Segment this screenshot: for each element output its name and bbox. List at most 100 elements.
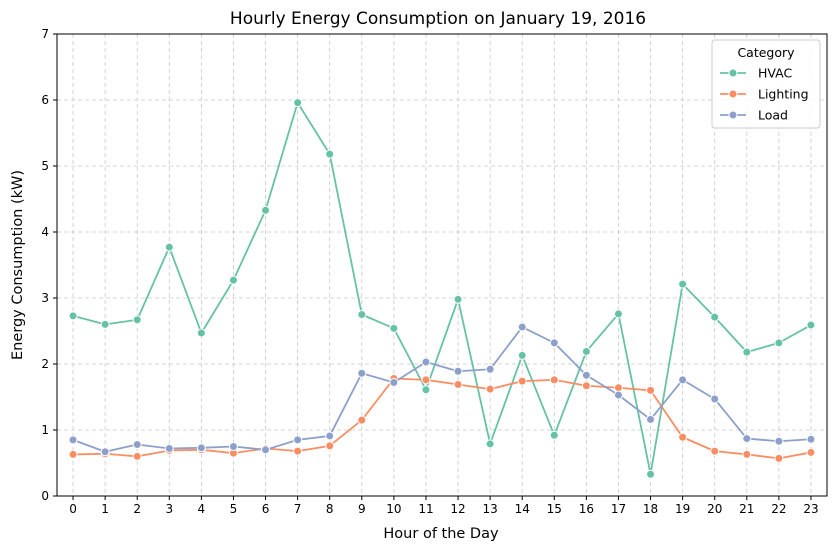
- data-point-hvac: [261, 205, 271, 215]
- series-lines: [68, 98, 816, 479]
- data-point-hvac: [485, 439, 495, 449]
- y-tick-label: 5: [41, 159, 49, 173]
- y-tick-label: 2: [41, 357, 49, 371]
- x-axis-label: Hour of the Day: [383, 526, 499, 542]
- x-tick-label: 13: [482, 502, 497, 516]
- data-point-load: [774, 436, 784, 446]
- legend-label: HVAC: [758, 66, 792, 81]
- data-point-hvac: [164, 242, 174, 252]
- data-point-load: [549, 338, 559, 348]
- data-point-load: [196, 443, 206, 453]
- chart-title: Hourly Energy Consumption on January 19,…: [230, 9, 646, 29]
- series-hvac: [68, 98, 816, 479]
- legend-entry-load: Load: [720, 108, 788, 123]
- data-point-lighting: [485, 384, 495, 394]
- data-point-load: [357, 368, 367, 378]
- data-point-lighting: [742, 449, 752, 459]
- data-point-lighting: [132, 451, 142, 461]
- data-point-hvac: [196, 328, 206, 338]
- data-point-load: [325, 431, 335, 441]
- data-point-hvac: [613, 309, 623, 319]
- series-lighting: [68, 374, 816, 463]
- data-point-hvac: [325, 149, 335, 159]
- x-tick-label: 6: [262, 502, 270, 516]
- data-point-lighting: [325, 441, 335, 451]
- x-tick-label: 12: [450, 502, 465, 516]
- data-point-lighting: [68, 449, 78, 459]
- x-tick-label: 2: [133, 502, 141, 516]
- data-point-load: [132, 440, 142, 450]
- data-point-hvac: [646, 469, 656, 479]
- legend-swatch-marker: [728, 68, 738, 78]
- series-line-load: [72, 326, 812, 453]
- y-tick-label: 1: [41, 423, 49, 437]
- legend-label: Load: [758, 108, 788, 123]
- legend: Category HVAC Lighting Load: [711, 39, 821, 129]
- x-tick-label: 23: [803, 502, 818, 516]
- data-point-lighting: [453, 379, 463, 389]
- data-point-load: [68, 435, 78, 445]
- legend-box: [711, 39, 821, 129]
- x-tick-label: 5: [230, 502, 238, 516]
- data-point-hvac: [293, 98, 303, 108]
- data-point-hvac: [517, 350, 527, 360]
- series-line-hvac: [72, 101, 812, 476]
- data-point-load: [164, 443, 174, 453]
- y-tick-label: 3: [41, 291, 49, 305]
- data-point-hvac: [710, 312, 720, 322]
- y-axis-label: Energy Consumption (kW): [10, 170, 26, 360]
- data-point-hvac: [453, 294, 463, 304]
- data-point-load: [100, 447, 110, 457]
- data-point-hvac: [421, 385, 431, 395]
- data-point-load: [228, 442, 238, 451]
- x-tick-label: 9: [358, 502, 366, 516]
- y-tick-label: 6: [41, 93, 49, 107]
- data-point-load: [261, 445, 271, 455]
- x-tick-label: 14: [515, 502, 530, 516]
- y-tick-label: 0: [41, 489, 49, 503]
- data-point-load: [517, 322, 527, 332]
- data-point-load: [613, 390, 623, 400]
- legend-entry-lighting: Lighting: [720, 87, 809, 102]
- legend-swatch-marker: [728, 89, 738, 99]
- y-tick-label: 7: [41, 27, 49, 41]
- axis-ticks: 0 1 2 3 4 5 6 7 8 9 10 11 12 13 14 15 16 17 18 19 20 21 22 2301…: [41, 27, 818, 516]
- x-tick-label: 1: [101, 502, 109, 516]
- data-point-hvac: [100, 319, 110, 329]
- x-tick-label: 8: [326, 502, 334, 516]
- data-point-lighting: [806, 447, 816, 457]
- data-point-load: [453, 366, 463, 376]
- legend-label: Lighting: [758, 87, 809, 102]
- data-point-lighting: [710, 446, 720, 456]
- x-tick-label: 18: [643, 502, 658, 516]
- data-point-load: [710, 394, 720, 404]
- legend-swatch-marker: [728, 110, 738, 120]
- x-tick-label: 17: [611, 502, 626, 516]
- data-point-lighting: [421, 375, 431, 385]
- x-tick-label: 21: [739, 502, 754, 516]
- data-point-load: [646, 414, 656, 424]
- data-point-hvac: [581, 346, 591, 356]
- legend-title: Category: [737, 45, 795, 60]
- data-point-lighting: [646, 385, 656, 395]
- plot-frame: [56, 33, 828, 497]
- data-point-hvac: [132, 315, 142, 325]
- data-point-lighting: [678, 432, 688, 442]
- legend-entries: HVAC Lighting Load: [720, 66, 809, 123]
- series-load: [68, 322, 816, 457]
- data-point-hvac: [806, 320, 816, 330]
- x-tick-label: 22: [771, 502, 786, 516]
- x-tick-label: 20: [707, 502, 722, 516]
- data-point-load: [678, 375, 688, 385]
- x-tick-label: 16: [579, 502, 594, 516]
- data-point-load: [389, 377, 399, 387]
- data-point-hvac: [774, 338, 784, 348]
- data-point-load: [421, 357, 431, 367]
- data-point-hvac: [549, 430, 559, 440]
- data-point-hvac: [742, 347, 752, 357]
- data-point-hvac: [389, 323, 399, 333]
- x-tick-label: 0: [69, 502, 77, 516]
- data-point-lighting: [293, 446, 303, 456]
